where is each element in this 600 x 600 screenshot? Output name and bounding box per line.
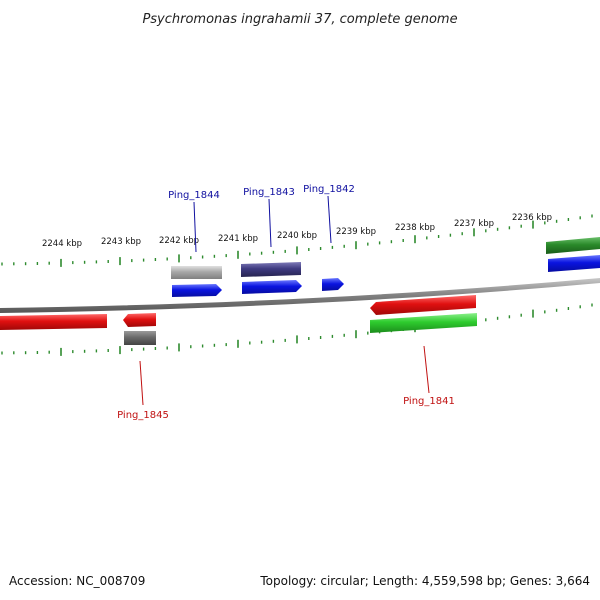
leader-line [139,360,144,406]
ruler-label: 2238 kbp [395,223,435,233]
reverse-strand-features [0,295,477,345]
ruler-ticks-lower [1,303,593,356]
leader-line [327,195,332,244]
genome-summary-text: Topology: circular; Length: 4,559,598 bp… [260,574,590,588]
gene-feature[interactable] [172,284,222,297]
leader-line [268,198,272,248]
gene-label[interactable]: Ping_1844 [168,190,220,201]
gene-label[interactable]: Ping_1843 [243,187,295,198]
gene-label[interactable]: Ping_1845 [117,410,169,421]
ruler-ticks-upper [1,214,593,267]
accession-text: Accession: NC_008709 [9,574,146,588]
gene-feature[interactable] [242,280,302,294]
gene-feature[interactable] [370,313,477,333]
gene-feature[interactable] [322,278,344,291]
genome-backbone [0,278,600,313]
ruler-label: 2241 kbp [218,234,258,244]
gene-labels: Ping_1844 Ping_1843 Ping_1842 Ping_1845 … [117,184,455,421]
ruler-label: 2242 kbp [159,236,199,246]
leader-line [423,345,430,394]
gene-label[interactable]: Ping_1841 [403,396,455,407]
ruler-labels: 2244 kbp 2243 kbp 2242 kbp 2241 kbp 2240… [42,213,552,249]
ruler-label: 2244 kbp [42,239,82,249]
gene-feature[interactable] [123,313,156,327]
gene-feature[interactable] [370,295,476,315]
ruler-label: 2239 kbp [336,227,376,237]
gene-feature[interactable] [124,331,156,345]
ruler-label: 2236 kbp [512,213,552,223]
gene-feature[interactable] [548,255,600,272]
ruler-label: 2240 kbp [277,231,317,241]
forward-strand-features [171,237,600,297]
gene-feature[interactable] [241,262,301,277]
ruler-label: 2237 kbp [454,219,494,229]
gene-feature[interactable] [171,266,222,279]
gene-label[interactable]: Ping_1842 [303,184,355,195]
label-leaders [139,195,430,406]
ruler-label: 2243 kbp [101,237,141,247]
leader-line [193,201,197,253]
gene-feature[interactable] [546,237,600,254]
map-title: Psychromonas ingrahamii 37, complete gen… [142,12,457,27]
gene-feature[interactable] [0,314,107,330]
